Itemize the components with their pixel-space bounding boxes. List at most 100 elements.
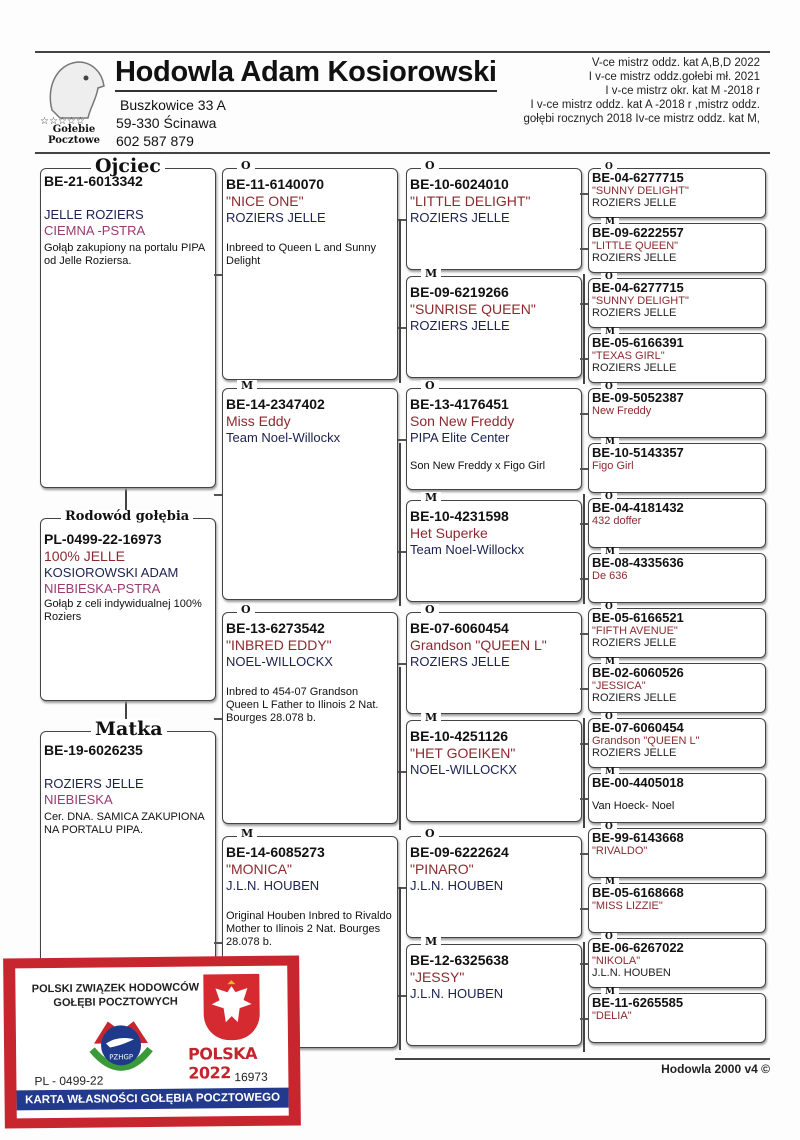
ancestor-box[interactable]: O BE-09-5052387 New Freddy bbox=[588, 383, 766, 438]
pigeon-name: Son New Freddy bbox=[410, 413, 515, 429]
ring-number: BE-10-5143357 bbox=[592, 445, 684, 460]
ancestor-box[interactable]: O BE-07-6060454 Grandson "QUEEN L" ROZIERS … bbox=[588, 713, 766, 768]
ancestor-box[interactable]: M BE-02-6060526 "JESSICA" ROZIERS JELLE bbox=[588, 658, 766, 713]
connector-line bbox=[398, 439, 406, 441]
pigeon-name: Het Superke bbox=[410, 525, 488, 541]
ancestor-box[interactable]: O BE-10-6024010 "LITTLE DELIGHT" ROZIERS JE… bbox=[406, 160, 582, 270]
ancestor-box[interactable]: M BE-05-6168668 "MISS LIZZIE" bbox=[588, 878, 766, 933]
ring-number: BE-05-6166521 bbox=[592, 610, 684, 625]
ancestor-box[interactable]: M BE-11-6265585 "DELIA" bbox=[588, 988, 766, 1043]
ring-number: BE-12-6325638 bbox=[410, 952, 509, 968]
ring-number: BE-21-6013342 bbox=[44, 173, 143, 189]
ancestor-box[interactable]: O BE-04-6277715 "SUNNY DELIGHT" ROZIERS JEL… bbox=[588, 273, 766, 328]
logo-text-line: Pocztowe bbox=[48, 135, 100, 146]
achievement-line: I v-ce mistrz oddz. kat A -2018 r ,mistr… bbox=[530, 99, 760, 111]
subject-box[interactable]: Rodowód gołębia PL-0499-22-16973 100% JE… bbox=[40, 510, 216, 701]
pigeon-name: "TEXAS GIRL" bbox=[592, 350, 665, 362]
connector-line bbox=[214, 942, 222, 944]
pigeon-name: "DELIA" bbox=[592, 1010, 632, 1022]
ancestor-box[interactable]: M BE-10-4231598 Het Superke Team Noel-Willo… bbox=[406, 492, 582, 602]
connector-line bbox=[583, 274, 585, 384]
parent-sex-label: M bbox=[601, 988, 619, 997]
connector-line bbox=[125, 700, 127, 730]
pigeon-name: Miss Eddy bbox=[226, 413, 291, 429]
connector-line bbox=[214, 494, 222, 496]
ring-number: BE-07-6060454 bbox=[410, 620, 509, 636]
ring-number: BE-99-6143668 bbox=[592, 830, 684, 845]
loft-address: Buszkowice 33 A 59-330 Ścinawa 602 587 8… bbox=[116, 96, 226, 150]
connector-line bbox=[580, 413, 588, 415]
ancestor-box[interactable]: M BE-00-4405018 Van Hoeck- Noel bbox=[588, 768, 766, 823]
breeder: ROZIERS JELLE bbox=[592, 747, 677, 759]
breeder: ROZIERS JELLE bbox=[44, 776, 144, 791]
connector-line bbox=[398, 663, 406, 665]
breeder: J.L.N. HOUBEN bbox=[410, 986, 504, 1001]
pigeon-name: "LITTLE QUEEN" bbox=[592, 240, 679, 252]
ancestor-box[interactable]: O BE-11-6140070 "NICE ONE" ROZIERS JELLE Inb… bbox=[222, 160, 398, 380]
achievement-line: I v-ce mistrz okr. kat M -2018 r bbox=[605, 85, 760, 97]
ancestor-box[interactable]: O BE-13-4176451 Son New Freddy PIPA Elite C… bbox=[406, 380, 582, 490]
footer-software: Hodowla 2000 v4 © bbox=[661, 1062, 770, 1076]
ancestor-box[interactable]: O BE-06-6267022 "NIKOLA" J.L.N. HOUBEN bbox=[588, 933, 766, 988]
ancestor-box[interactable]: M BE-08-4335636 De 636 bbox=[588, 548, 766, 603]
ring-number: BE-19-6026235 bbox=[44, 742, 143, 758]
connector-line bbox=[399, 667, 401, 830]
ring-number: PL-0499-22-16973 bbox=[44, 531, 162, 547]
father-label: Ojciec bbox=[91, 156, 165, 176]
parent-sex-label: O bbox=[601, 713, 617, 722]
ancestor-box[interactable]: M BE-05-6166391 "TEXAS GIRL" ROZIERS JELLE bbox=[588, 328, 766, 383]
ancestor-box[interactable]: O BE-07-6060454 Grandson "QUEEN L" ROZIERS … bbox=[406, 604, 582, 714]
ancestor-box[interactable]: M BE-14-2347402 Miss Eddy Team Noel-Willock… bbox=[222, 380, 398, 600]
card-org-line: GOŁĘBI POCZTOWYCH bbox=[53, 995, 178, 1010]
ancestor-box[interactable]: M BE-10-5143357 Figo Girl bbox=[588, 438, 766, 493]
pigeon-name: "NIKOLA" bbox=[592, 955, 641, 967]
connector-line bbox=[580, 633, 588, 635]
father-box[interactable]: Ojciec BE-21-6013342 JELLE ROZIERS CIEMN… bbox=[40, 156, 216, 488]
pigeon-name: "HET GOEIKEN" bbox=[410, 745, 516, 761]
pigeon-color: CIEMNA -PSTRA bbox=[44, 223, 146, 238]
ancestor-box[interactable]: O BE-05-6166521 "FIFTH AVENUE" ROZIERS JELL… bbox=[588, 603, 766, 658]
address-line: Buszkowice 33 A bbox=[120, 97, 226, 113]
parent-sex-label: O bbox=[421, 604, 439, 616]
ring-number: BE-11-6140070 bbox=[226, 176, 325, 192]
connector-line bbox=[399, 219, 401, 383]
connector-line bbox=[214, 274, 222, 276]
ring-number: BE-09-5052387 bbox=[592, 390, 684, 405]
connector-line bbox=[583, 718, 585, 828]
achievements: V-ce mistrz oddz. kat A,B,D 2022 I v-ce … bbox=[524, 56, 761, 126]
ring-number: BE-09-6219266 bbox=[410, 284, 509, 300]
ring-number: BE-04-6277715 bbox=[592, 280, 684, 295]
ring-number: BE-14-6085273 bbox=[226, 844, 325, 860]
breeder: ROZIERS JELLE bbox=[592, 307, 677, 319]
parent-sex-label: M bbox=[601, 548, 619, 557]
pzhgp-logo-text: PZHGP bbox=[109, 1053, 133, 1061]
pigeon-name: "INBRED EDDY" bbox=[226, 637, 332, 653]
parent-sex-label: M bbox=[601, 878, 619, 887]
ancestor-box[interactable]: M BE-12-6325638 "JESSY" J.L.N. HOUBEN bbox=[406, 936, 582, 1046]
ancestor-box[interactable]: O BE-09-6222624 "PINARO" J.L.N. HOUBEN bbox=[406, 828, 582, 938]
ancestor-box[interactable]: O BE-99-6143668 "RIVALDO" bbox=[588, 823, 766, 878]
ancestor-box[interactable]: O BE-04-6277715 "SUNNY DELIGHT" ROZIERS JEL… bbox=[588, 163, 766, 218]
breeder: ROZIERS JELLE bbox=[592, 252, 677, 264]
pigeon-color: NIEBIESKA-PSTRA bbox=[44, 581, 161, 596]
notes: Gołąb zakupiony na portalu PIPA od Jelle… bbox=[44, 242, 205, 267]
card-organization: POLSKI ZWIĄZEK HODOWCÓW GOŁĘBI POCZTOWYC… bbox=[25, 980, 205, 1010]
logo-text-line: Gołebie bbox=[52, 124, 96, 135]
address-line: 59-330 Ścinawa bbox=[116, 115, 217, 131]
connector-line bbox=[580, 248, 588, 250]
ancestor-box[interactable]: O BE-13-6273542 "INBRED EDDY" NOEL-WILLOCKX… bbox=[222, 604, 398, 824]
ancestor-box[interactable]: M BE-10-4251126 "HET GOEIKEN" NOEL-WILLOCKX bbox=[406, 712, 582, 822]
connector-line bbox=[398, 551, 406, 553]
connector-line bbox=[580, 853, 588, 855]
breeder: PIPA Elite Center bbox=[410, 430, 510, 445]
notes: Gołąb z celi indywidualnej 100% Roziers bbox=[44, 598, 202, 623]
ancestor-box[interactable]: O BE-04-4181432 432 doffer bbox=[588, 493, 766, 548]
breeder: ROZIERS JELLE bbox=[410, 210, 510, 225]
parent-sex-label: O bbox=[421, 828, 439, 840]
ancestor-box[interactable]: M BE-09-6219266 "SUNRISE QUEEN" ROZIERS JEL… bbox=[406, 268, 582, 378]
parent-sex-label: O bbox=[421, 160, 439, 172]
ancestor-box[interactable]: M BE-09-6222557 "LITTLE QUEEN" ROZIERS JELL… bbox=[588, 218, 766, 273]
parent-sex-label: M bbox=[601, 218, 619, 227]
address-line: 602 587 879 bbox=[116, 133, 194, 149]
